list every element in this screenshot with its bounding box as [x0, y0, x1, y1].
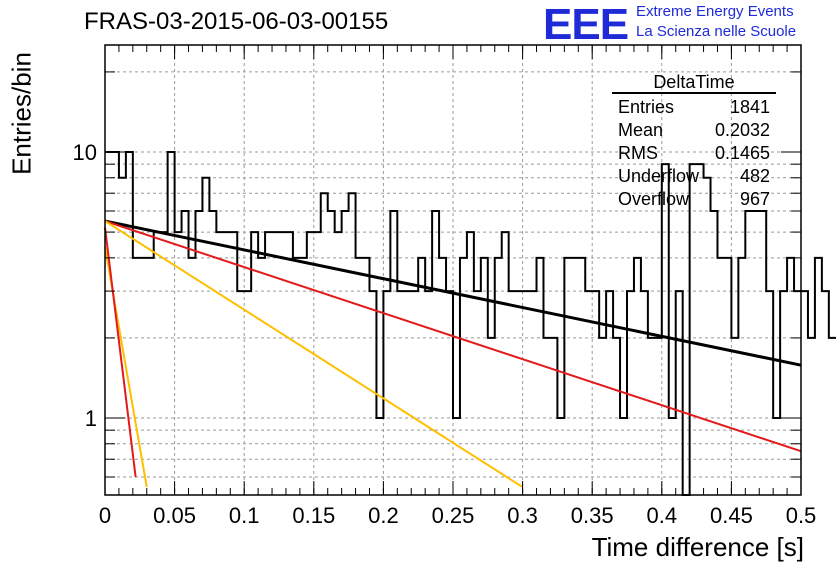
- x-tick-label: 0.3: [507, 503, 538, 528]
- fit-line: [104, 220, 802, 453]
- x-tick-label: 0: [99, 503, 111, 528]
- x-tick-label: 0.35: [571, 503, 614, 528]
- stats-label: Underflow: [618, 166, 700, 186]
- axis-ticks: 0 0.05 0.1 0.15 0.2 0.25 0.3 0.35 0.4 0.45 0.5 1 10: [73, 45, 817, 528]
- x-tick-label: 0.5: [786, 503, 817, 528]
- stats-row-overflow: Overflow 967: [612, 188, 776, 211]
- stats-value: 967: [739, 189, 770, 209]
- fit-line: [104, 220, 524, 488]
- fit-line: [104, 227, 137, 478]
- y-axis-label: Entries/bin: [6, 52, 37, 175]
- stats-value: 0.1465: [714, 143, 770, 163]
- chart-title: FRAS-03-2015-06-03-00155: [84, 8, 389, 35]
- organization-text: Extreme Energy Events La Scienza nelle S…: [636, 2, 796, 42]
- stats-row-mean: Mean 0.2032: [612, 119, 776, 142]
- stats-label: RMS: [618, 143, 658, 163]
- stats-value: 1841: [729, 97, 770, 117]
- stats-row-rms: RMS 0.1465: [612, 142, 776, 165]
- stats-label: Overflow: [618, 189, 690, 209]
- fit-line: [104, 219, 802, 367]
- y-tick-label: 1: [85, 406, 97, 431]
- org-line-1: Extreme Energy Events: [636, 3, 794, 20]
- x-tick-label: 0.1: [229, 503, 260, 528]
- x-tick-label: 0.2: [368, 503, 399, 528]
- stats-value: 482: [739, 166, 770, 186]
- eee-logo: EEE: [543, 0, 629, 49]
- x-tick-label: 0.15: [292, 503, 335, 528]
- stats-label: Entries: [618, 97, 675, 117]
- x-tick-label: 0.25: [432, 503, 475, 528]
- y-tick-label: 10: [73, 140, 97, 165]
- org-line-2: La Scienza nelle Scuole: [636, 23, 797, 40]
- stats-value: 0.2032: [714, 120, 770, 140]
- stats-label: Mean: [618, 120, 664, 140]
- stats-box: DeltaTime Entries 1841 Mean 0.2032 RMS 0…: [612, 72, 776, 211]
- stats-row-underflow: Underflow 482: [612, 165, 776, 188]
- stats-header: DeltaTime: [612, 72, 776, 94]
- x-tick-label: 0.05: [153, 503, 196, 528]
- x-tick-label: 0.4: [647, 503, 678, 528]
- fit-lines-layer: [104, 219, 802, 488]
- x-tick-label: 0.45: [710, 503, 753, 528]
- stats-row-entries: Entries 1841: [612, 96, 776, 119]
- x-axis-label: Time difference [s]: [591, 532, 804, 562]
